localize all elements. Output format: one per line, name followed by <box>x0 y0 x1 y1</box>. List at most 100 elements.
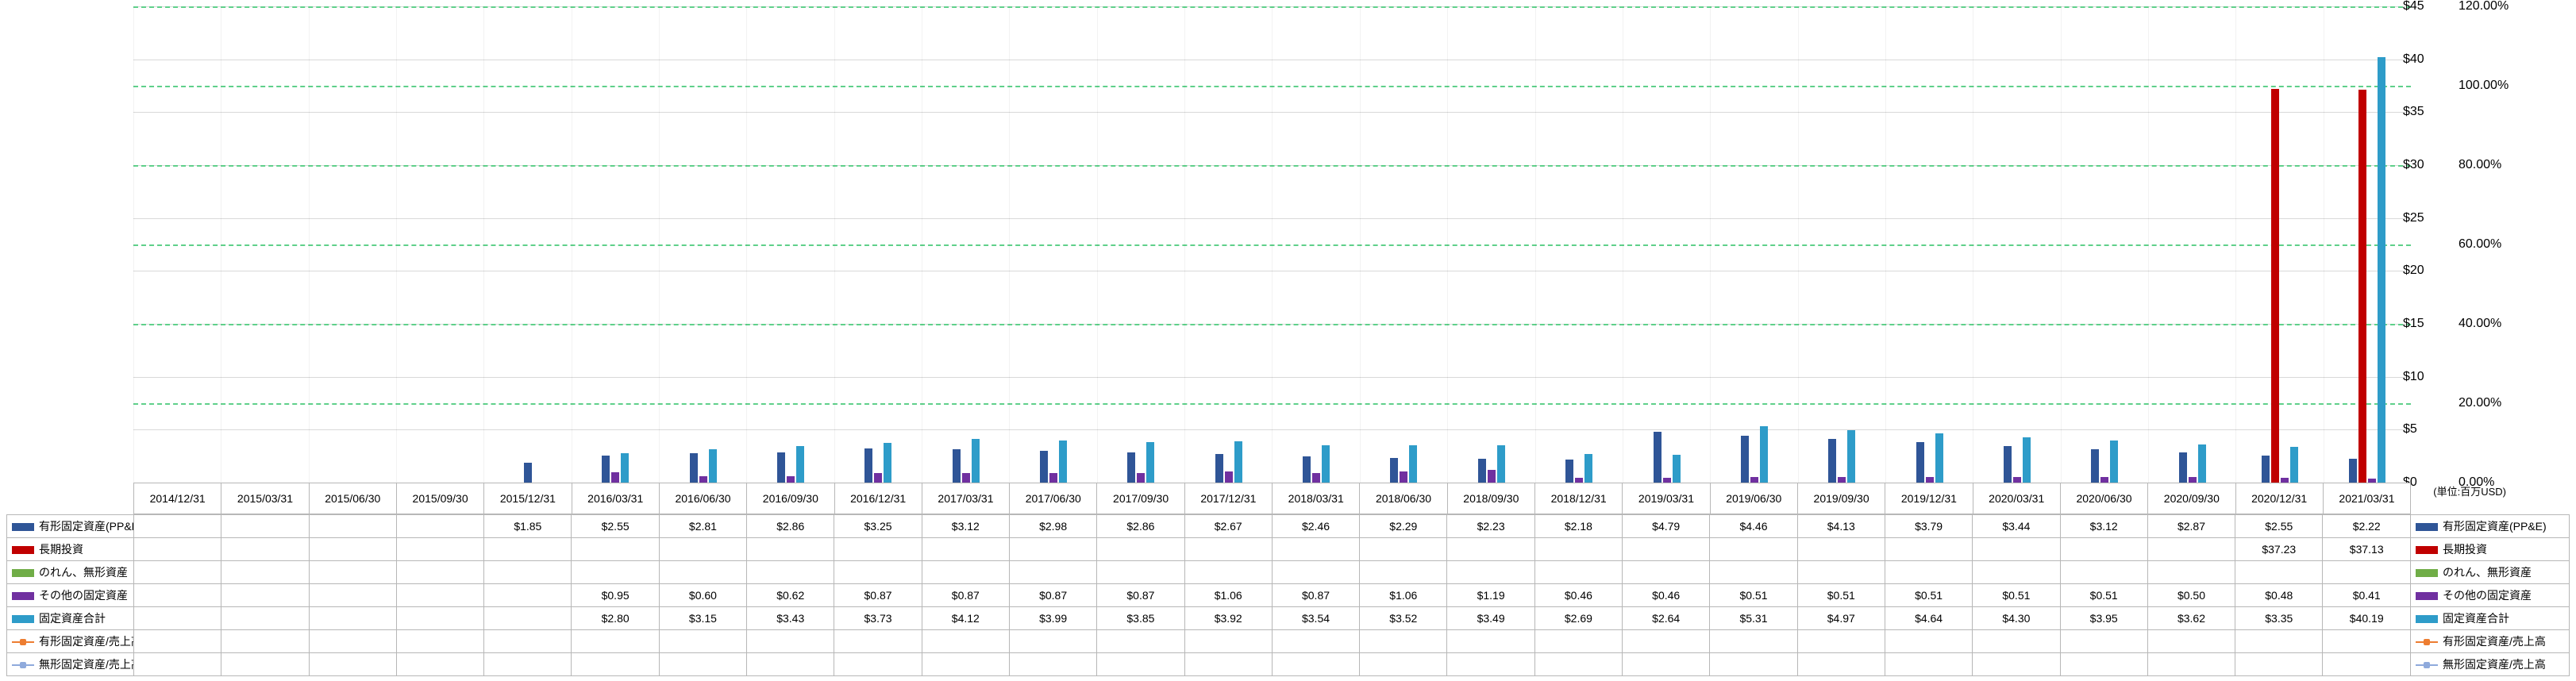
data-cell <box>1447 561 1534 584</box>
data-cell <box>1797 561 1885 584</box>
x-axis-label: 2016/06/30 <box>659 483 746 514</box>
data-cell <box>2235 561 2323 584</box>
data-cell <box>134 538 221 561</box>
legend-label: その他の固定資産 <box>2443 589 2532 602</box>
legend-swatch <box>2416 569 2438 577</box>
data-cell <box>1360 653 1447 676</box>
legend-left-lti: 長期投資 <box>7 538 134 561</box>
period-column <box>659 6 746 483</box>
x-axis-label: 2019/06/30 <box>1710 483 1797 514</box>
data-cell: $4.64 <box>1885 607 1972 630</box>
y-tick-left: $15 <box>2403 317 2424 331</box>
data-cell <box>396 584 483 607</box>
data-cell <box>1534 561 1622 584</box>
y-axis-left-dollars: $0$5$10$15$20$25$30$35$40$45 <box>2403 6 2451 483</box>
bar-ppe <box>2091 449 2099 483</box>
data-cell <box>659 653 746 676</box>
data-cell: $2.22 <box>2323 515 2411 538</box>
period-column <box>1360 6 1447 483</box>
bar-total <box>1322 445 1330 483</box>
y-tick-left: $10 <box>2403 370 2424 384</box>
data-cell <box>484 607 572 630</box>
data-cell: $2.98 <box>1009 515 1096 538</box>
data-cell <box>1885 630 1972 653</box>
bar-ppe <box>1215 454 1223 483</box>
data-cell: $3.85 <box>1097 607 1184 630</box>
data-cell <box>221 561 309 584</box>
data-cell <box>1885 653 1972 676</box>
y-tick-left: $20 <box>2403 264 2424 278</box>
bar-other <box>2013 477 2021 483</box>
legend-label: 有形固定資産/売上高 <box>39 635 134 648</box>
bar-ppe <box>1828 439 1836 483</box>
data-cell <box>1360 538 1447 561</box>
data-cell <box>2323 653 2411 676</box>
table-row-intan_ratio: 無形固定資産/売上高無形固定資産/売上高 <box>7 653 2570 676</box>
data-cell <box>747 561 834 584</box>
data-cell: $37.13 <box>2323 538 2411 561</box>
bar-other <box>1750 477 1758 483</box>
bar-other <box>962 473 970 483</box>
data-cell <box>1184 630 1272 653</box>
x-axis-label: 2017/12/31 <box>1184 483 1272 514</box>
data-cell: $3.73 <box>834 607 922 630</box>
data-cell <box>834 561 922 584</box>
data-cell: $2.55 <box>2235 515 2323 538</box>
y-tick-left: $30 <box>2403 158 2424 172</box>
data-cell: $3.62 <box>2147 607 2235 630</box>
bar-ppe <box>1390 458 1398 483</box>
plot-region <box>133 6 2411 483</box>
data-cell <box>1272 561 1359 584</box>
data-cell: $3.15 <box>659 607 746 630</box>
bar-total <box>1234 441 1242 483</box>
period-column <box>1710 6 1797 483</box>
period-column <box>1009 6 1096 483</box>
data-cell <box>1973 630 2060 653</box>
x-axis-label: 2018/06/30 <box>1359 483 1446 514</box>
data-cell: $0.46 <box>1623 584 1710 607</box>
data-cell <box>1973 653 2060 676</box>
data-cell <box>396 630 483 653</box>
data-cell <box>2060 653 2147 676</box>
data-cell <box>396 561 483 584</box>
data-cell: $4.30 <box>1973 607 2060 630</box>
legend-label: 固定資産合計 <box>39 612 106 625</box>
data-cell: $1.85 <box>484 515 572 538</box>
data-cell: $0.50 <box>2147 584 2235 607</box>
bar-ppe <box>2262 456 2270 483</box>
data-cell: $37.23 <box>2235 538 2323 561</box>
data-cell <box>834 630 922 653</box>
data-cell <box>1097 630 1184 653</box>
data-cell: $0.87 <box>1097 584 1184 607</box>
x-axis-label: 2017/06/30 <box>1009 483 1096 514</box>
data-cell <box>2060 538 2147 561</box>
data-cell: $40.19 <box>2323 607 2411 630</box>
data-cell <box>1973 538 2060 561</box>
bar-total <box>1935 433 1943 483</box>
data-cell <box>1447 630 1534 653</box>
bar-other <box>1488 470 1496 483</box>
data-cell <box>834 538 922 561</box>
chart-area: $0$5$10$15$20$25$30$35$40$45 0.00%20.00%… <box>6 6 2570 514</box>
bar-ppe <box>1478 459 1486 483</box>
data-cell: $3.43 <box>747 607 834 630</box>
legend-label: 有形固定資産/売上高 <box>2443 635 2546 648</box>
data-cell: $0.87 <box>1009 584 1096 607</box>
y-tick-left: $40 <box>2403 52 2424 67</box>
period-column <box>2324 6 2411 483</box>
data-cell <box>1272 630 1359 653</box>
data-cell <box>2323 630 2411 653</box>
x-axis-label: 2015/09/30 <box>396 483 483 514</box>
bar-ppe <box>1565 460 1573 483</box>
legend-right-other: その他の固定資産 <box>2411 584 2570 607</box>
data-cell <box>1623 538 1710 561</box>
legend-line-marker <box>12 638 34 646</box>
y-tick-right: 80.00% <box>2459 158 2501 172</box>
bar-other <box>874 473 882 483</box>
x-axis-label: 2020/03/31 <box>1973 483 2060 514</box>
y-tick-right: 60.00% <box>2459 237 2501 252</box>
data-cell: $0.51 <box>2060 584 2147 607</box>
data-cell: $4.97 <box>1797 607 1885 630</box>
bar-total <box>1584 454 1592 483</box>
data-cell <box>747 538 834 561</box>
